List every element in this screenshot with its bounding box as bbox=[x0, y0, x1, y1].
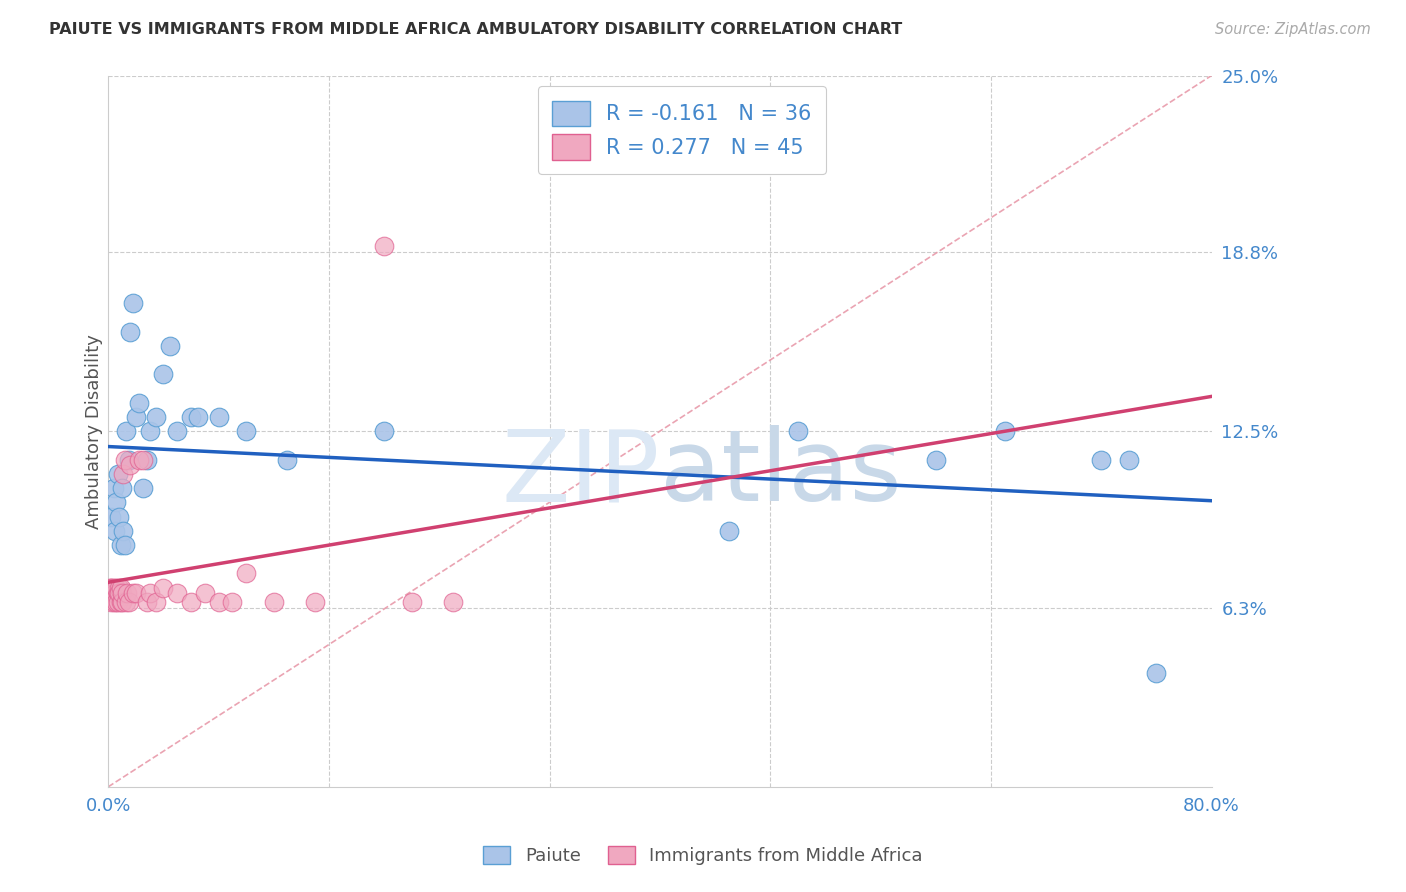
Point bbox=[110, 538, 132, 552]
Point bbox=[100, 595, 122, 609]
Point bbox=[304, 595, 326, 609]
Point bbox=[117, 586, 139, 600]
Point bbox=[207, 409, 229, 424]
Legend: R = -0.161   N = 36, R = 0.277   N = 45: R = -0.161 N = 36, R = 0.277 N = 45 bbox=[537, 86, 827, 174]
Point bbox=[373, 424, 395, 438]
Point bbox=[925, 452, 948, 467]
Text: PAIUTE VS IMMIGRANTS FROM MIDDLE AFRICA AMBULATORY DISABILITY CORRELATION CHART: PAIUTE VS IMMIGRANTS FROM MIDDLE AFRICA … bbox=[49, 22, 903, 37]
Point bbox=[111, 595, 134, 609]
Point bbox=[104, 586, 127, 600]
Point bbox=[1118, 452, 1140, 467]
Point bbox=[717, 524, 740, 538]
Point bbox=[145, 409, 167, 424]
Point bbox=[104, 581, 127, 595]
Point bbox=[107, 467, 129, 481]
Point bbox=[131, 481, 153, 495]
Point bbox=[786, 424, 808, 438]
Point bbox=[108, 581, 131, 595]
Point bbox=[101, 581, 124, 595]
Point bbox=[100, 581, 122, 595]
Point bbox=[101, 586, 124, 600]
Point bbox=[994, 424, 1017, 438]
Point bbox=[125, 586, 148, 600]
Point bbox=[207, 595, 229, 609]
Point bbox=[138, 586, 160, 600]
Legend: Paiute, Immigrants from Middle Africa: Paiute, Immigrants from Middle Africa bbox=[477, 838, 929, 872]
Point bbox=[138, 424, 160, 438]
Point bbox=[235, 424, 257, 438]
Point bbox=[107, 586, 129, 600]
Point bbox=[118, 595, 141, 609]
Point bbox=[125, 409, 148, 424]
Point bbox=[100, 509, 122, 524]
Point bbox=[115, 424, 138, 438]
Point bbox=[112, 524, 135, 538]
Point bbox=[120, 458, 142, 473]
Point bbox=[128, 452, 150, 467]
Point bbox=[105, 595, 128, 609]
Point bbox=[103, 481, 125, 495]
Point bbox=[98, 586, 121, 600]
Point bbox=[1090, 452, 1112, 467]
Point bbox=[112, 467, 135, 481]
Point bbox=[114, 538, 136, 552]
Point bbox=[111, 586, 134, 600]
Point bbox=[166, 586, 188, 600]
Point bbox=[108, 586, 131, 600]
Point bbox=[110, 581, 132, 595]
Point bbox=[441, 595, 464, 609]
Point bbox=[103, 595, 125, 609]
Point bbox=[221, 595, 243, 609]
Point bbox=[159, 339, 181, 353]
Point bbox=[122, 296, 145, 310]
Point bbox=[373, 239, 395, 253]
Point bbox=[131, 452, 153, 467]
Point bbox=[128, 395, 150, 409]
Point bbox=[152, 581, 174, 595]
Point bbox=[166, 424, 188, 438]
Point bbox=[104, 524, 127, 538]
Point bbox=[105, 581, 128, 595]
Point bbox=[120, 325, 142, 339]
Point bbox=[152, 368, 174, 382]
Point bbox=[401, 595, 423, 609]
Text: ZIP: ZIP bbox=[502, 425, 659, 523]
Point bbox=[276, 452, 298, 467]
Point bbox=[235, 566, 257, 581]
Point bbox=[110, 595, 132, 609]
Y-axis label: Ambulatory Disability: Ambulatory Disability bbox=[86, 334, 103, 529]
Point bbox=[135, 595, 157, 609]
Text: Source: ZipAtlas.com: Source: ZipAtlas.com bbox=[1215, 22, 1371, 37]
Point bbox=[187, 409, 209, 424]
Point bbox=[1144, 666, 1167, 681]
Point bbox=[180, 595, 202, 609]
Point bbox=[194, 586, 217, 600]
Point bbox=[115, 595, 138, 609]
Point bbox=[105, 495, 128, 509]
Point bbox=[122, 586, 145, 600]
Point bbox=[118, 452, 141, 467]
Point bbox=[114, 452, 136, 467]
Point bbox=[135, 452, 157, 467]
Point bbox=[103, 586, 125, 600]
Text: atlas: atlas bbox=[659, 425, 901, 523]
Point bbox=[263, 595, 285, 609]
Point bbox=[107, 595, 129, 609]
Point bbox=[180, 409, 202, 424]
Point bbox=[145, 595, 167, 609]
Point bbox=[111, 481, 134, 495]
Point bbox=[108, 509, 131, 524]
Point bbox=[98, 581, 121, 595]
